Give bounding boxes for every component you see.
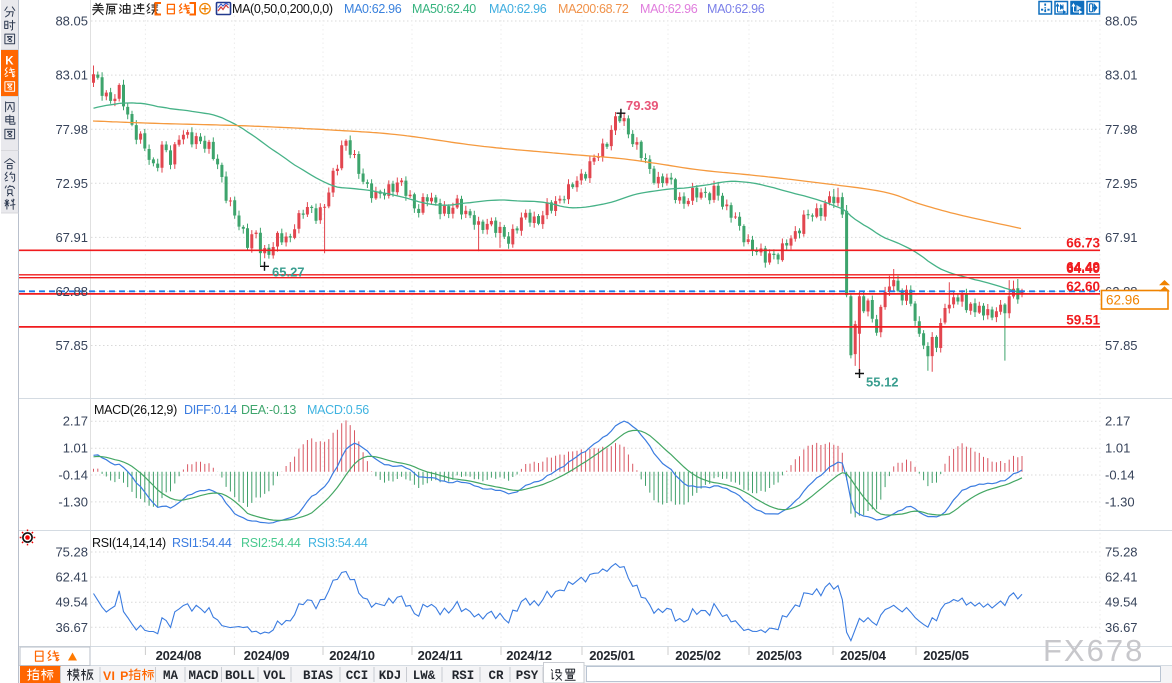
svg-text:2024/09: 2024/09 bbox=[244, 648, 290, 663]
svg-text:2025/03: 2025/03 bbox=[756, 648, 802, 663]
svg-text:77.98: 77.98 bbox=[1105, 122, 1138, 137]
svg-text:MACD: MACD bbox=[188, 669, 219, 683]
svg-text:59.51: 59.51 bbox=[1066, 312, 1100, 327]
svg-text:1.01: 1.01 bbox=[63, 441, 88, 456]
svg-text:CCI: CCI bbox=[346, 669, 369, 683]
svg-text:DIFF:0.14: DIFF:0.14 bbox=[184, 403, 237, 417]
svg-text:79.39: 79.39 bbox=[626, 98, 659, 113]
svg-text:2025/05: 2025/05 bbox=[923, 648, 969, 663]
svg-text:BIAS: BIAS bbox=[303, 669, 334, 683]
svg-text:CR: CR bbox=[488, 669, 504, 683]
svg-text:DEA:-0.13: DEA:-0.13 bbox=[241, 403, 296, 417]
svg-text:67.91: 67.91 bbox=[55, 230, 88, 245]
svg-text:72.95: 72.95 bbox=[55, 176, 88, 191]
svg-text:66.73: 66.73 bbox=[1066, 236, 1100, 251]
svg-text:88.05: 88.05 bbox=[1105, 14, 1138, 29]
svg-text:55.12: 55.12 bbox=[866, 375, 899, 390]
svg-text:62.41: 62.41 bbox=[55, 570, 88, 585]
svg-text:65.27: 65.27 bbox=[272, 265, 305, 280]
svg-text:2025/01: 2025/01 bbox=[589, 648, 635, 663]
svg-text:MA50:62.40: MA50:62.40 bbox=[412, 2, 476, 16]
svg-text:FX678: FX678 bbox=[1043, 633, 1144, 668]
svg-text:MACD:0.56: MACD:0.56 bbox=[307, 403, 369, 417]
svg-text:2.17: 2.17 bbox=[1105, 414, 1130, 429]
svg-text:83.01: 83.01 bbox=[1105, 68, 1138, 83]
svg-text:RSI1:54.44: RSI1:54.44 bbox=[172, 536, 232, 550]
svg-text:62.41: 62.41 bbox=[1105, 570, 1138, 585]
svg-text:MA200:68.72: MA200:68.72 bbox=[558, 2, 629, 16]
svg-text:83.01: 83.01 bbox=[55, 68, 88, 83]
svg-text:57.85: 57.85 bbox=[55, 338, 88, 353]
svg-text:2024/12: 2024/12 bbox=[506, 648, 552, 663]
svg-text:MA: MA bbox=[163, 669, 179, 683]
svg-text:RSI2:54.44: RSI2:54.44 bbox=[241, 536, 301, 550]
svg-text:-0.14: -0.14 bbox=[1105, 468, 1135, 483]
svg-text:1.01: 1.01 bbox=[1105, 441, 1130, 456]
svg-text:MACD(26,12,9): MACD(26,12,9) bbox=[94, 403, 177, 417]
svg-text:57.85: 57.85 bbox=[1105, 338, 1138, 353]
svg-text:36.67: 36.67 bbox=[55, 620, 88, 635]
svg-text:67.91: 67.91 bbox=[1105, 230, 1138, 245]
svg-text:I: I bbox=[112, 669, 115, 683]
svg-text:72.95: 72.95 bbox=[1105, 176, 1138, 191]
svg-text:62.88: 62.88 bbox=[55, 284, 88, 299]
svg-text:MA0:62.96: MA0:62.96 bbox=[489, 2, 547, 16]
svg-text:49.54: 49.54 bbox=[1105, 595, 1138, 610]
svg-text:-0.14: -0.14 bbox=[58, 468, 88, 483]
svg-text:2025/04: 2025/04 bbox=[840, 648, 887, 663]
svg-text:2025/02: 2025/02 bbox=[675, 648, 721, 663]
svg-text:2024/11: 2024/11 bbox=[418, 648, 463, 663]
svg-text:PSY: PSY bbox=[516, 669, 539, 683]
svg-text:77.98: 77.98 bbox=[55, 122, 88, 137]
svg-text:VOL: VOL bbox=[263, 669, 286, 683]
svg-text:BOLL: BOLL bbox=[225, 669, 255, 683]
svg-text:RSI: RSI bbox=[452, 669, 475, 683]
svg-text:64.49: 64.49 bbox=[1066, 260, 1100, 275]
svg-text:K: K bbox=[5, 56, 14, 68]
svg-text:RSI(14,14,14): RSI(14,14,14) bbox=[92, 536, 166, 550]
svg-text:MA0:62.96: MA0:62.96 bbox=[640, 2, 698, 16]
svg-text:MA0:62.96: MA0:62.96 bbox=[707, 2, 765, 16]
svg-text:LW&: LW& bbox=[413, 669, 436, 683]
svg-text:62.60: 62.60 bbox=[1066, 279, 1100, 294]
svg-text:2024/10: 2024/10 bbox=[329, 648, 375, 663]
svg-text:49.54: 49.54 bbox=[55, 595, 88, 610]
svg-text:2.17: 2.17 bbox=[63, 414, 88, 429]
svg-text:KDJ: KDJ bbox=[379, 669, 402, 683]
svg-text:36.67: 36.67 bbox=[1105, 620, 1138, 635]
svg-text:-1.30: -1.30 bbox=[58, 494, 88, 509]
svg-text:88.05: 88.05 bbox=[55, 14, 88, 29]
svg-text:-1.30: -1.30 bbox=[1105, 494, 1135, 509]
svg-text:2024/08: 2024/08 bbox=[156, 648, 202, 663]
svg-text:64.40: 64.40 bbox=[1066, 261, 1100, 276]
svg-text:75.28: 75.28 bbox=[1105, 545, 1138, 560]
svg-text:RSI3:54.44: RSI3:54.44 bbox=[308, 536, 368, 550]
svg-text:MA(0,50,0,200,0,0): MA(0,50,0,200,0,0) bbox=[232, 2, 333, 16]
svg-text:P: P bbox=[120, 669, 128, 683]
svg-text:V: V bbox=[103, 669, 112, 683]
svg-text:MA0:62.96: MA0:62.96 bbox=[344, 2, 402, 16]
svg-text:62.96: 62.96 bbox=[1106, 293, 1140, 308]
svg-text:75.28: 75.28 bbox=[55, 545, 88, 560]
